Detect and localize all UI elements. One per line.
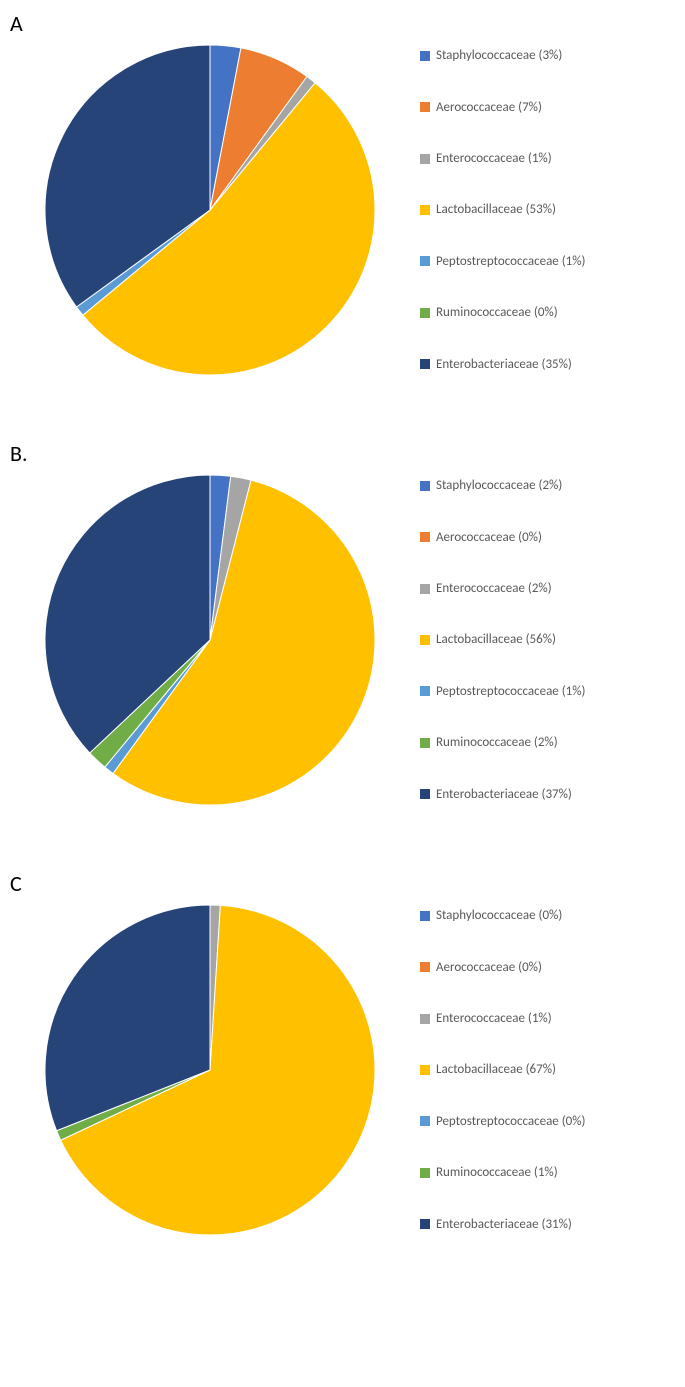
- panel-label: B.: [10, 440, 28, 467]
- legend-item: Enterobacteriaceae (31%): [420, 1217, 585, 1232]
- legend-swatch: [420, 635, 430, 645]
- legend-label: Enterobacteriaceae (31%): [436, 1217, 572, 1232]
- legend-swatch: [420, 789, 430, 799]
- legend-swatch: [420, 738, 430, 748]
- legend-swatch: [420, 532, 430, 542]
- legend-item: Ruminococcaceae (1%): [420, 1165, 585, 1180]
- legend-swatch: [420, 962, 430, 972]
- legend-item: Staphylococcaceae (2%): [420, 478, 585, 493]
- pie-chart: [30, 890, 390, 1250]
- legend-swatch: [420, 1219, 430, 1229]
- legend-swatch: [420, 359, 430, 369]
- legend-item: Peptostreptococcaceae (1%): [420, 684, 585, 699]
- legend-label: Peptostreptococcaceae (1%): [436, 254, 585, 269]
- legend-label: Enterobacteriaceae (37%): [436, 787, 572, 802]
- legend-label: Staphylococcaceae (2%): [436, 478, 562, 493]
- legend-item: Lactobacillaceae (67%): [420, 1062, 585, 1077]
- legend-item: Enterococcaceae (1%): [420, 1011, 585, 1026]
- legend: Staphylococcaceae (0%) Aerococcaceae (0%)…: [420, 870, 585, 1270]
- legend-swatch: [420, 256, 430, 266]
- legend-label: Enterococcaceae (2%): [436, 581, 552, 596]
- legend-swatch: [420, 481, 430, 491]
- legend-swatch: [420, 51, 430, 61]
- legend-label: Peptostreptococcaceae (1%): [436, 684, 585, 699]
- pie-wrap: [0, 440, 420, 840]
- legend: Staphylococcaceae (2%) Aerococcaceae (0%)…: [420, 440, 585, 840]
- legend-label: Ruminococcaceae (2%): [436, 735, 558, 750]
- legend-label: Enterobacteriaceae (35%): [436, 357, 572, 372]
- legend-swatch: [420, 686, 430, 696]
- legend-swatch: [420, 584, 430, 594]
- legend-label: Ruminococcaceae (1%): [436, 1165, 558, 1180]
- legend-item: Aerococcaceae (0%): [420, 960, 585, 975]
- pie-chart: [30, 460, 390, 820]
- pie-chart: [30, 30, 390, 390]
- legend-label: Aerococcaceae (0%): [436, 530, 542, 545]
- legend-item: Staphylococcaceae (0%): [420, 908, 585, 923]
- legend-label: Staphylococcaceae (0%): [436, 908, 562, 923]
- legend-item: Enterobacteriaceae (35%): [420, 357, 585, 372]
- legend: Staphylococcaceae (3%) Aerococcaceae (7%)…: [420, 10, 585, 410]
- legend-label: Aerococcaceae (7%): [436, 100, 542, 115]
- legend-label: Aerococcaceae (0%): [436, 960, 542, 975]
- legend-swatch: [420, 1116, 430, 1126]
- legend-item: Ruminococcaceae (2%): [420, 735, 585, 750]
- legend-label: Lactobacillaceae (67%): [436, 1062, 556, 1077]
- panel-b: B. Staphylococcaceae (2%) Aerococcaceae (0…: [0, 440, 685, 840]
- legend-item: Aerococcaceae (7%): [420, 100, 585, 115]
- legend-label: Enterococcaceae (1%): [436, 1011, 552, 1026]
- legend-swatch: [420, 102, 430, 112]
- legend-swatch: [420, 1065, 430, 1075]
- legend-item: Lactobacillaceae (56%): [420, 632, 585, 647]
- legend-item: Peptostreptococcaceae (1%): [420, 254, 585, 269]
- legend-item: Lactobacillaceae (53%): [420, 202, 585, 217]
- legend-label: Staphylococcaceae (3%): [436, 48, 562, 63]
- legend-swatch: [420, 308, 430, 318]
- legend-item: Enterococcaceae (2%): [420, 581, 585, 596]
- legend-item: Enterococcaceae (1%): [420, 151, 585, 166]
- legend-item: Aerococcaceae (0%): [420, 530, 585, 545]
- legend-swatch: [420, 1168, 430, 1178]
- legend-label: Enterococcaceae (1%): [436, 151, 552, 166]
- legend-item: Staphylococcaceae (3%): [420, 48, 585, 63]
- legend-label: Lactobacillaceae (53%): [436, 202, 556, 217]
- panel-a: A Staphylococcaceae (3%) Aerococcaceae (7%…: [0, 10, 685, 410]
- panel-c: C Staphylococcaceae (0%) Aerococcaceae (0%…: [0, 870, 685, 1270]
- panel-label: C: [10, 870, 22, 897]
- legend-item: Peptostreptococcaceae (0%): [420, 1114, 585, 1129]
- panel-label: A: [10, 10, 23, 37]
- legend-label: Lactobacillaceae (56%): [436, 632, 556, 647]
- pie-wrap: [0, 10, 420, 410]
- pie-wrap: [0, 870, 420, 1270]
- legend-item: Ruminococcaceae (0%): [420, 305, 585, 320]
- legend-swatch: [420, 154, 430, 164]
- figure-root: A Staphylococcaceae (3%) Aerococcaceae (7%…: [0, 0, 685, 1320]
- legend-swatch: [420, 205, 430, 215]
- legend-swatch: [420, 1014, 430, 1024]
- legend-swatch: [420, 911, 430, 921]
- legend-label: Peptostreptococcaceae (0%): [436, 1114, 585, 1129]
- legend-item: Enterobacteriaceae (37%): [420, 787, 585, 802]
- legend-label: Ruminococcaceae (0%): [436, 305, 558, 320]
